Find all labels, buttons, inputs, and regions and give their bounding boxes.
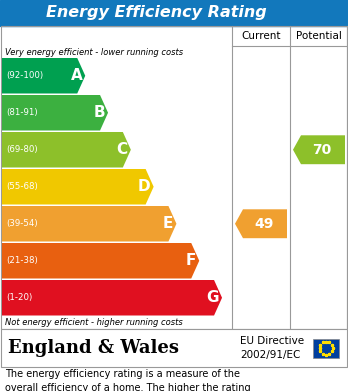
Polygon shape [235,209,287,238]
Polygon shape [2,280,222,316]
Bar [1,329,347,367]
Polygon shape [2,58,85,93]
Bar [313,339,339,357]
Text: 70: 70 [313,143,332,157]
Text: Not energy efficient - higher running costs: Not energy efficient - higher running co… [5,318,183,327]
Text: Potential: Potential [296,31,342,41]
Text: F: F [186,253,196,268]
Polygon shape [2,206,176,242]
Text: (1-20): (1-20) [6,293,32,302]
Text: (81-91): (81-91) [6,108,38,117]
Text: (69-80): (69-80) [6,145,38,154]
Text: E: E [163,216,173,231]
Text: D: D [138,179,151,194]
Polygon shape [2,243,199,278]
Polygon shape [2,95,108,131]
Text: C: C [117,142,128,157]
Text: (39-54): (39-54) [6,219,38,228]
Text: A: A [71,68,82,83]
Text: (55-68): (55-68) [6,182,38,191]
Polygon shape [2,132,131,167]
Text: G: G [207,290,219,305]
Text: B: B [93,105,105,120]
Bar [1,26,347,329]
Text: The energy efficiency rating is a measure of the
overall efficiency of a home. T: The energy efficiency rating is a measur… [5,369,251,391]
Polygon shape [293,135,345,164]
Polygon shape [2,169,153,204]
Text: Energy Efficiency Rating: Energy Efficiency Rating [46,5,267,20]
Text: England & Wales: England & Wales [8,339,179,357]
Text: Current: Current [241,31,281,41]
Text: (21-38): (21-38) [6,256,38,265]
Bar [0,0,348,26]
Text: EU Directive
2002/91/EC: EU Directive 2002/91/EC [240,336,304,360]
Text: 49: 49 [254,217,274,231]
Text: Very energy efficient - lower running costs: Very energy efficient - lower running co… [5,48,183,57]
Text: (92-100): (92-100) [6,71,43,80]
